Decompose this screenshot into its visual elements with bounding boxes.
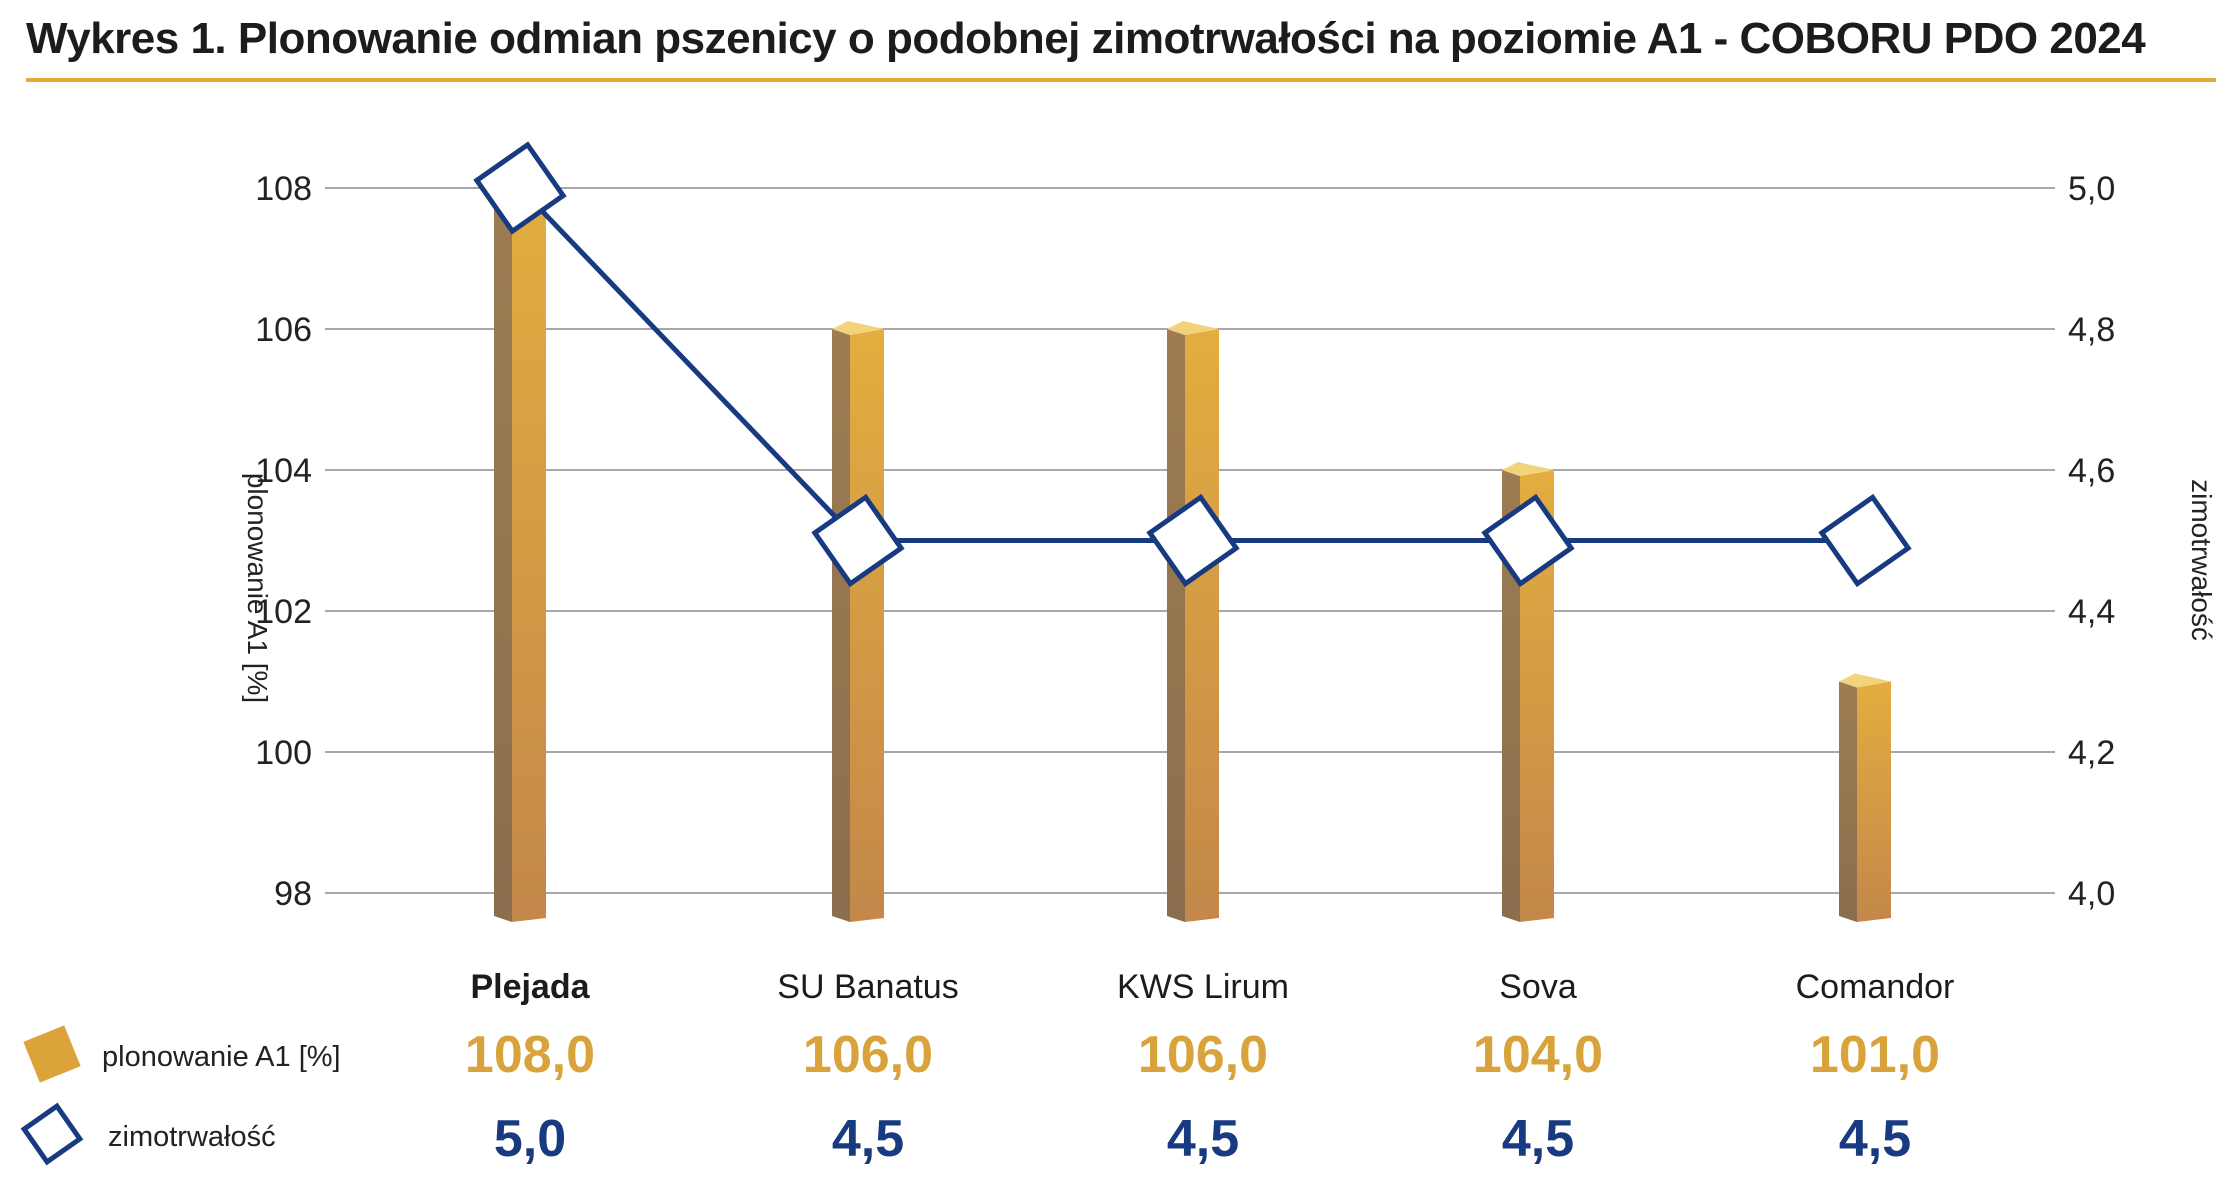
bar-front: [1185, 329, 1219, 922]
bar: [1502, 462, 1554, 922]
bar-top: [1502, 462, 1554, 476]
bar-value-label: 104,0: [1473, 1026, 1603, 1084]
bar-side: [494, 188, 512, 922]
category-labels: Plejada SU Banatus KWS Lirum Sova Comandor: [470, 968, 1954, 1006]
line-value-label: 4,5: [832, 1110, 904, 1168]
legend-bar-swatch: [23, 1025, 81, 1083]
line-marker: [1146, 493, 1240, 588]
bar-side: [1167, 329, 1185, 922]
bar-top: [1839, 673, 1891, 688]
right-axis-label: zimotrwałość: [2186, 479, 2217, 641]
category-label: Plejada: [470, 968, 590, 1006]
line-marker: [811, 493, 905, 588]
chart-title: Wykres 1. Plonowanie odmian pszenicy o p…: [26, 14, 2146, 63]
left-tick-label: 100: [255, 734, 312, 772]
value-table: 108,0 106,0 106,0 104,0 101,0 5,0 4,5 4,5 4,5 4,5: [465, 1026, 1940, 1168]
legend: plonowanie A1 [%] zimotrwałość: [20, 1025, 341, 1166]
left-axis-ticks: 98 100 102 104 106 108: [255, 170, 312, 913]
category-label: SU Banatus: [777, 968, 958, 1006]
bar: [1167, 321, 1219, 922]
legend-bar-label: plonowanie A1 [%]: [102, 1041, 341, 1073]
bar-value-label: 106,0: [803, 1026, 933, 1084]
category-label: Sova: [1499, 968, 1577, 1006]
bar-front: [512, 188, 546, 922]
right-tick-label: 5,0: [2068, 170, 2115, 208]
legend-line-swatch: [20, 1102, 84, 1166]
left-tick-label: 106: [255, 311, 312, 349]
bar-value-label: 101,0: [1810, 1026, 1940, 1084]
bar-top: [832, 321, 884, 335]
line-marker: [1481, 493, 1575, 588]
right-tick-label: 4,2: [2068, 734, 2115, 772]
category-label: Comandor: [1796, 968, 1955, 1006]
bar-front: [1520, 470, 1554, 922]
left-tick-label: 104: [255, 452, 312, 490]
legend-line-label: zimotrwałość: [108, 1121, 276, 1153]
bar-side: [1839, 681, 1857, 922]
left-tick-label: 102: [255, 593, 312, 631]
bar-side: [1502, 470, 1520, 922]
bar: [1839, 673, 1891, 922]
left-tick-label: 108: [255, 170, 312, 208]
right-tick-label: 4,8: [2068, 311, 2115, 349]
category-label: KWS Lirum: [1117, 968, 1289, 1006]
bar: [494, 180, 546, 922]
left-tick-label: 98: [274, 875, 312, 913]
bar-value-label: 106,0: [1138, 1026, 1268, 1084]
line-value-label: 4,5: [1502, 1110, 1574, 1168]
bar: [832, 321, 884, 922]
right-axis-ticks: 4,0 4,2 4,4 4,6 4,8 5,0: [2068, 170, 2115, 913]
bar-value-label: 108,0: [465, 1026, 595, 1084]
line-value-label: 4,5: [1167, 1110, 1239, 1168]
right-tick-label: 4,6: [2068, 452, 2115, 490]
bar-side: [832, 329, 850, 922]
right-tick-label: 4,0: [2068, 875, 2115, 913]
line-series: [473, 141, 1912, 588]
bar-front: [1857, 681, 1891, 922]
bar-front: [850, 329, 884, 922]
title-underline: [26, 78, 2216, 82]
bar-top: [1167, 321, 1219, 335]
right-tick-label: 4,4: [2068, 593, 2115, 631]
line-marker: [473, 141, 567, 235]
left-axis-label: plonowanie A1 [%]: [242, 473, 273, 703]
line-value-label: 5,0: [494, 1110, 566, 1168]
line-value-label: 4,5: [1839, 1110, 1911, 1168]
bar-series: [494, 180, 1891, 922]
line-marker: [1818, 493, 1912, 588]
